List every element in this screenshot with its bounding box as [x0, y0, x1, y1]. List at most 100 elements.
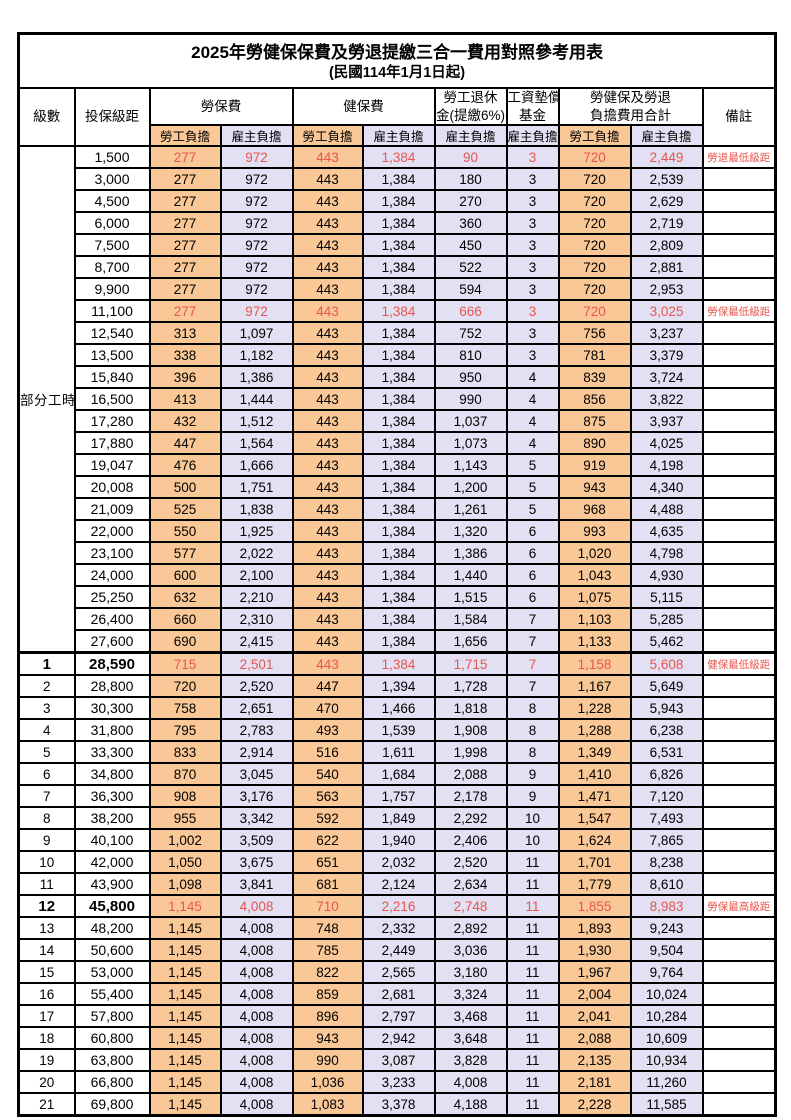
value-cell: 1,145: [148, 1004, 222, 1029]
value-cell: 1,075: [557, 585, 632, 610]
value-cell: 443: [291, 585, 364, 610]
value-cell: 690: [148, 629, 222, 654]
remark-cell: [701, 453, 777, 478]
table-row: 13,500 338 1,182 443 1,384 810 3 781 3,379: [19, 343, 777, 368]
remark-cell: [701, 255, 777, 280]
value-cell: 10,934: [629, 1048, 704, 1073]
pension-header-line2: 金(提繳6%): [435, 107, 505, 123]
value-cell: 2,651: [219, 696, 294, 721]
remark-cell: [701, 365, 777, 390]
value-cell: 1,073: [433, 431, 508, 456]
value-cell: 4,008: [219, 982, 294, 1007]
value-cell: 11: [505, 916, 560, 941]
level-cell: 19: [17, 1048, 76, 1073]
value-cell: 972: [219, 211, 294, 236]
bracket-cell: 63,800: [73, 1048, 151, 1073]
value-cell: 2,216: [361, 894, 436, 919]
value-cell: 443: [291, 321, 364, 346]
value-cell: 1,666: [219, 453, 294, 478]
value-cell: 2,797: [361, 1004, 436, 1029]
value-cell: 1,684: [361, 762, 436, 787]
value-cell: 443: [291, 497, 364, 522]
value-cell: 277: [148, 167, 222, 192]
value-cell: 1,098: [148, 872, 222, 897]
remark-cell: [701, 585, 777, 610]
value-cell: 943: [557, 475, 632, 500]
subheader-health-employer: 雇主負擔: [361, 124, 436, 148]
table-row: 4 31,800 795 2,783 493 1,539 1,908 8 1,288 6,238: [17, 718, 777, 743]
value-cell: 4,008: [219, 1092, 294, 1117]
bracket-cell: 57,800: [73, 1004, 151, 1029]
value-cell: 890: [557, 431, 632, 456]
value-cell: 1,384: [361, 519, 436, 544]
table-row: 20,008 500 1,751 443 1,384 1,200 5 943 4,340: [19, 475, 777, 500]
table-row: 部分工時 1,500 277 972 443 1,384 90 3 720 2,449 勞退最低級距: [17, 145, 777, 654]
fee-table: 2025年勞健保保費及勞退提繳三合一費用對照參考用表 (民國114年1月1日起)…: [17, 32, 778, 1118]
value-cell: 666: [433, 299, 508, 324]
remark-cell: [701, 718, 777, 743]
remark-cell: [701, 806, 777, 831]
table-row: 27,600 690 2,415 443 1,384 1,656 7 1,133 5,462: [19, 629, 777, 654]
bracket-cell: 1,500: [73, 145, 151, 170]
bracket-cell: 42,000: [73, 850, 151, 875]
value-cell: 781: [557, 343, 632, 368]
value-cell: 1,849: [361, 806, 436, 831]
wage-fund-header-line2: 基金: [519, 107, 546, 123]
value-cell: 5,462: [629, 629, 704, 654]
value-cell: 443: [291, 453, 364, 478]
subheader-pension-employer: 雇主負擔: [433, 124, 508, 148]
value-cell: 1,930: [557, 938, 632, 963]
level-cell: 12: [17, 894, 76, 919]
value-cell: 443: [291, 277, 364, 302]
table-row: 16 55,400 1,145 4,008 859 2,681 3,324 11 2,004 10…: [17, 982, 777, 1007]
value-cell: 1,384: [361, 387, 436, 412]
value-cell: 1,103: [557, 607, 632, 632]
value-cell: 785: [291, 938, 364, 963]
remark-cell: [701, 475, 777, 500]
remark-cell: 健保最低級距: [701, 651, 777, 677]
level-cell: 21: [17, 1092, 76, 1117]
bracket-cell: 24,000: [73, 563, 151, 588]
value-cell: 1,133: [557, 629, 632, 654]
bracket-cell: 28,590: [73, 651, 151, 677]
table-row: 16,500 413 1,444 443 1,384 990 4 856 3,822: [19, 387, 777, 412]
value-cell: 550: [148, 519, 222, 544]
level-cell: 5: [17, 740, 76, 765]
value-cell: 1,145: [148, 960, 222, 985]
value-cell: 4,930: [629, 563, 704, 588]
value-cell: 972: [219, 145, 294, 170]
value-cell: 1,384: [361, 145, 436, 170]
value-cell: 990: [433, 387, 508, 412]
remark-cell: [701, 343, 777, 368]
subheader-labor-employer: 雇主負擔: [219, 124, 294, 148]
value-cell: 2,629: [629, 189, 704, 214]
value-cell: 1,261: [433, 497, 508, 522]
value-cell: 993: [557, 519, 632, 544]
value-cell: 2,124: [361, 872, 436, 897]
bracket-cell: 21,009: [73, 497, 151, 522]
col-header-total: 勞健保及勞退 負擔費用合計: [557, 86, 704, 127]
value-cell: 968: [557, 497, 632, 522]
bracket-cell: 3,000: [73, 167, 151, 192]
value-cell: 360: [433, 211, 508, 236]
level-cell: 17: [17, 1004, 76, 1029]
value-cell: 1,386: [219, 365, 294, 390]
remark-cell: [701, 982, 777, 1007]
subheader-health-employee: 勞工負擔: [291, 124, 364, 148]
value-cell: 443: [291, 299, 364, 324]
value-cell: 1,384: [361, 607, 436, 632]
remark-cell: 勞保最高級距: [701, 894, 777, 919]
value-cell: 7,120: [629, 784, 704, 809]
col-header-health-insurance: 健保費: [291, 86, 436, 127]
value-cell: 1,701: [557, 850, 632, 875]
remark-cell: [701, 211, 777, 236]
value-cell: 870: [148, 762, 222, 787]
value-cell: 720: [557, 233, 632, 258]
value-cell: 972: [219, 189, 294, 214]
value-cell: 1,855: [557, 894, 632, 919]
value-cell: 1,384: [361, 233, 436, 258]
value-cell: 600: [148, 563, 222, 588]
value-cell: 1,515: [433, 585, 508, 610]
value-cell: 859: [291, 982, 364, 1007]
value-cell: 2,210: [219, 585, 294, 610]
